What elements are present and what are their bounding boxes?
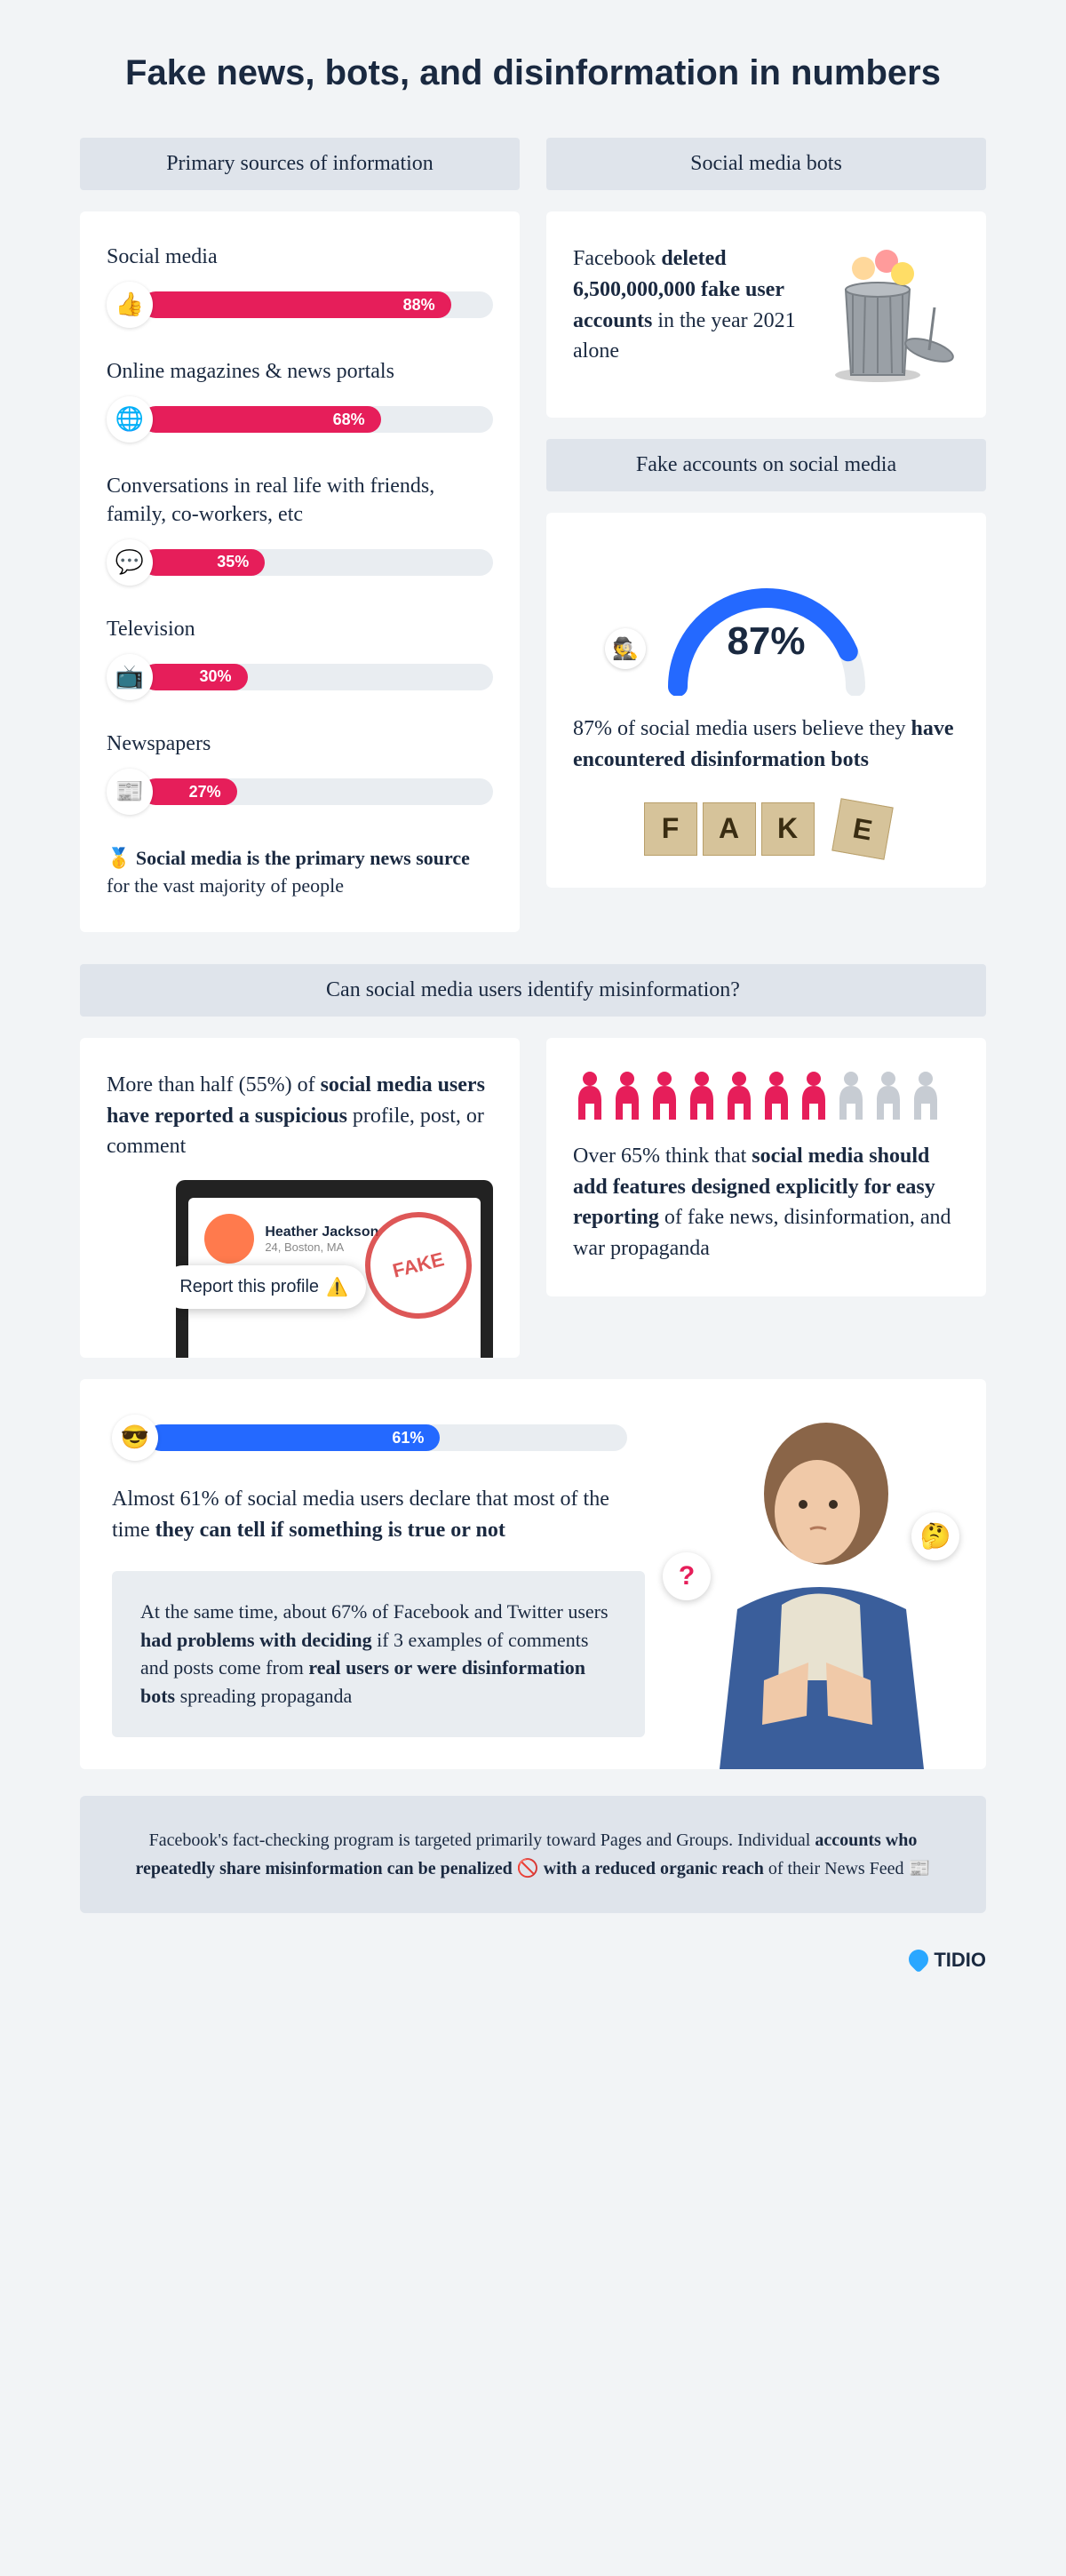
logo: TIDIO [80, 1949, 986, 1972]
person-icon [573, 1070, 607, 1120]
fake-blocks: FAKE [573, 802, 959, 856]
person-icon [797, 1070, 831, 1120]
confidence-inset: At the same time, about 67% of Facebook … [140, 1598, 617, 1711]
footer-note: Facebook's fact-checking program is targ… [80, 1796, 986, 1913]
sources-header: Primary sources of information [80, 138, 520, 190]
person-icon [610, 1070, 644, 1120]
sources-card: Social media 👍88% Online magazines & news … [80, 211, 520, 932]
confidence-card: 😎 61% Almost 61% of social media users d… [80, 1379, 986, 1769]
profile-name: Heather Jackson [265, 1224, 378, 1240]
person-icon [760, 1070, 793, 1120]
source-icon: 📰 [107, 769, 153, 815]
source-bar: 88% [142, 291, 451, 318]
person-icon [648, 1070, 681, 1120]
report-profile-button[interactable]: Report this profile ⚠️ [176, 1265, 366, 1309]
fake-text: 87% of social media users believe they h… [573, 714, 959, 776]
source-label: Television [107, 616, 493, 643]
sunglasses-icon: 😎 [112, 1415, 158, 1461]
identify-left-card: More than half (55%) of social media use… [80, 1038, 520, 1358]
person-icon [685, 1070, 719, 1120]
person-icon [834, 1070, 868, 1120]
confidence-bar: 61% [147, 1424, 440, 1451]
person-icon [871, 1070, 905, 1120]
report-btn-label: Report this profile [179, 1277, 319, 1297]
profile-sub: 24, Boston, MA [265, 1240, 378, 1254]
think-icon: 🤔 [911, 1512, 959, 1560]
confidence-text: Almost 61% of social media users declare… [112, 1484, 627, 1546]
trash-icon [817, 243, 959, 386]
identify-header: Can social media users identify misinfor… [80, 964, 986, 1017]
warning-icon: ⚠️ [326, 1276, 348, 1298]
person-icon [722, 1070, 756, 1120]
source-icon: 🌐 [107, 396, 153, 443]
person-icon [909, 1070, 943, 1120]
source-bar: 68% [142, 406, 381, 433]
identify-left-text: More than half (55%) of social media use… [107, 1070, 493, 1162]
fake-header: Fake accounts on social media [546, 439, 986, 491]
source-icon: 📺 [107, 654, 153, 700]
source-bar: 35% [142, 549, 265, 576]
fake-card: 🕵️ 87% 87% of social media users believe… [546, 513, 986, 888]
source-icon: 👍 [107, 282, 153, 328]
sources-footnote: Social media is the primary news source … [107, 847, 470, 897]
gauge-value: 87% [727, 619, 805, 664]
source-icon: 💬 [107, 539, 153, 586]
identify-right-text: Over 65% think that social media should … [573, 1141, 959, 1264]
identify-right-card: Over 65% think that social media should … [546, 1038, 986, 1296]
source-label: Social media [107, 243, 493, 271]
source-label: Conversations in real life with friends,… [107, 473, 493, 528]
source-label: Newspapers [107, 730, 493, 758]
source-label: Online magazines & news portals [107, 358, 493, 386]
footnote-icon: 🥇 [107, 847, 131, 869]
source-bar: 27% [142, 778, 237, 805]
source-bar: 30% [142, 664, 248, 690]
bots-text: Facebook deleted 6,500,000,000 fake user… [573, 243, 813, 367]
question-icon: ? [663, 1552, 711, 1600]
bots-card: Facebook deleted 6,500,000,000 fake user… [546, 211, 986, 418]
people-icons [573, 1070, 959, 1120]
page-title: Fake news, bots, and disinformation in n… [80, 53, 986, 93]
detective-icon: 🕵️ [605, 628, 646, 669]
bots-header: Social media bots [546, 138, 986, 190]
